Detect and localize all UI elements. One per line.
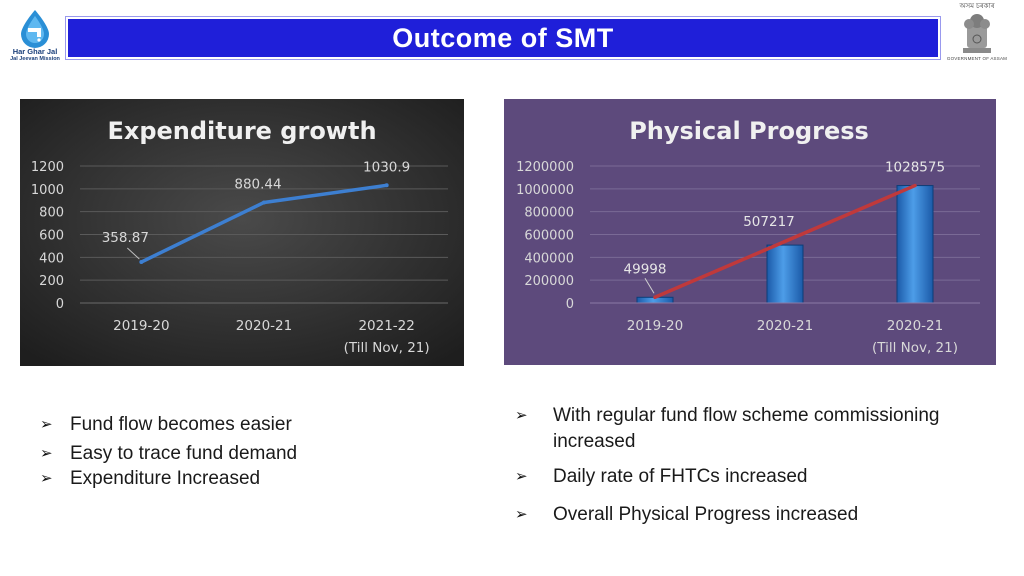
expenditure-growth-svg: Expenditure growth 0 200 400 600 800 1000 1200 2… [20, 99, 464, 366]
y-tick-label: 800 [39, 206, 64, 221]
arrow-bullet-icon: ➢ [40, 470, 53, 487]
assam-govt-top-text: অসম চৰকাৰ [959, 3, 995, 10]
chart-title: Physical Progress [629, 117, 869, 145]
physical-progress-svg: Physical Progress 0 200000 400000 600000 8000… [504, 99, 996, 365]
data-label: 358.87 [102, 230, 149, 246]
x-tick-label: (Till Nov, 21) [872, 340, 958, 356]
bullet-item: ➢ With regular fund flow scheme commissio… [515, 405, 940, 452]
bullet-item: ➢ Daily rate of FHTCs increased [515, 464, 985, 490]
y-tick-label: 0 [56, 297, 64, 312]
y-tick-label: 400000 [524, 251, 574, 266]
assam-govt-logo: অসম চৰকাৰ GOVERNMENT OF ASSAM [940, 2, 1014, 70]
data-point [384, 183, 389, 188]
arrow-bullet-icon: ➢ [515, 468, 528, 485]
x-tick-label: 2019-20 [113, 318, 169, 334]
data-point [262, 200, 266, 205]
bullet-item: ➢ Fund flow becomes easier [40, 412, 340, 438]
jjm-logo-line2: Jal Jeevan Mission [10, 56, 60, 62]
data-label: 1030.9 [363, 159, 410, 175]
jjm-logo-line1: Har Ghar Jal [12, 47, 58, 56]
bullet-item: ➢ Easy to trace fund demand [40, 441, 340, 467]
title-bar: Outcome of SMT [65, 16, 941, 60]
chart-title: Expenditure growth [107, 117, 376, 145]
physical-progress-chart: Physical Progress 0 200000 400000 600000 8000… [504, 99, 996, 365]
x-tick-label: (Till Nov, 21) [344, 340, 430, 356]
x-tick-label: 2020-21 [236, 318, 292, 334]
data-label: 49998 [624, 261, 667, 277]
data-label: 507217 [743, 214, 795, 230]
x-tick-label: 2021-22 [358, 318, 414, 334]
page-title: Outcome of SMT [392, 22, 614, 53]
state-emblem-icon [963, 14, 991, 53]
label-leader-line [126, 247, 140, 260]
y-tick-label: 600 [39, 229, 64, 244]
y-tick-label: 800000 [524, 206, 574, 221]
data-label: 880.44 [234, 176, 281, 192]
arrow-bullet-icon: ➢ [40, 416, 53, 433]
y-tick-label: 0 [566, 297, 574, 312]
arrow-bullet-icon: ➢ [40, 445, 53, 462]
bullet-list-left: ➢ Fund flow becomes easier ➢ Easy to trace… [40, 412, 340, 495]
expenditure-growth-chart: Expenditure growth 0 200 400 600 800 1000 1200 2… [20, 99, 464, 366]
chart-background [20, 99, 464, 366]
y-tick-label: 1000 [31, 183, 64, 198]
arrow-bullet-icon: ➢ [515, 506, 528, 523]
data-point [139, 260, 144, 265]
bullet-item: ➢ Overall Physical Progress increased [515, 502, 985, 528]
bullet-list-right: ➢ With regular fund flow scheme commissio… [515, 403, 985, 528]
assam-govt-bottom-text: GOVERNMENT OF ASSAM [946, 56, 1008, 61]
y-tick-label: 200000 [524, 274, 574, 289]
jjm-logo: Har Ghar Jal Jal Jeevan Mission [6, 8, 64, 74]
water-drop-tap-icon [21, 10, 49, 48]
x-tick-label: 2019-20 [627, 318, 683, 334]
bar [896, 185, 934, 304]
data-label: 1028575 [885, 160, 945, 176]
y-tick-label: 200 [39, 274, 64, 289]
label-leader-line [644, 278, 655, 294]
y-tick-label: 1200000 [516, 160, 574, 175]
trendline [653, 183, 917, 300]
y-tick-label: 1200 [31, 160, 64, 175]
y-tick-label: 600000 [524, 229, 574, 244]
bullet-item: ➢ Expenditure Increased [40, 466, 340, 492]
x-tick-label: 2020-21 [887, 318, 943, 334]
bar [766, 244, 804, 304]
x-tick-label: 2020-21 [757, 318, 813, 334]
y-tick-label: 400 [39, 251, 64, 266]
arrow-bullet-icon: ➢ [515, 407, 528, 424]
y-tick-label: 1000000 [516, 183, 574, 198]
